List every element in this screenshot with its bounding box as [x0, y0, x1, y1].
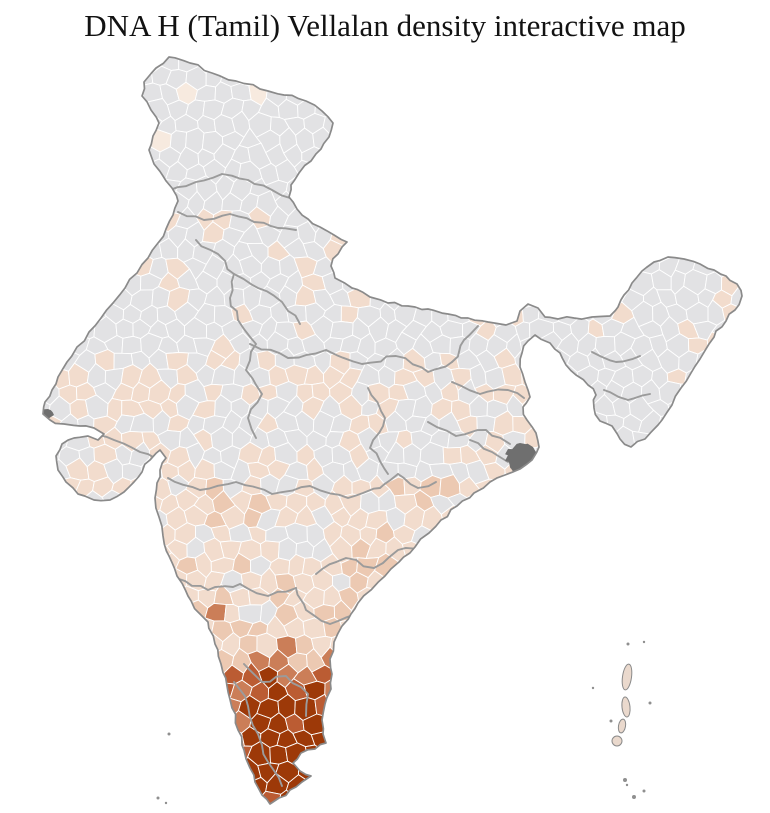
islet-dot	[648, 701, 652, 705]
district-cell[interactable]	[403, 285, 424, 307]
andaman-island[interactable]	[621, 696, 631, 718]
islet-dot	[164, 801, 168, 805]
district-cell[interactable]	[706, 331, 727, 357]
islet-dot	[642, 640, 646, 644]
district-cell[interactable]	[446, 299, 470, 325]
state-border	[427, 421, 511, 445]
islet-dot	[156, 796, 160, 800]
state-border	[169, 173, 291, 199]
state-border	[237, 319, 263, 439]
district-cell[interactable]	[442, 446, 462, 465]
state-border	[249, 343, 453, 373]
state-border	[167, 473, 399, 499]
districts-layer[interactable]	[32, 52, 750, 812]
islet-dot	[609, 719, 613, 723]
state-border	[315, 545, 425, 575]
district-cell[interactable]	[324, 677, 343, 705]
state-border	[175, 577, 297, 597]
islet-dot	[632, 795, 636, 799]
state-border	[591, 351, 641, 363]
district-cell[interactable]	[667, 239, 686, 259]
district-cell[interactable]	[621, 446, 645, 470]
district-cell[interactable]	[139, 241, 163, 260]
district-cell[interactable]	[121, 335, 142, 355]
district-cell[interactable]	[115, 318, 134, 339]
state-border	[367, 387, 389, 475]
state-border	[469, 439, 509, 463]
islet-dot	[167, 732, 171, 736]
district-cell[interactable]	[721, 303, 744, 328]
state-borders-layer	[55, 173, 651, 787]
andaman-island[interactable]	[617, 718, 627, 734]
kutch-tip-patch	[43, 409, 54, 421]
islet-dot	[642, 789, 646, 793]
andaman-island[interactable]	[621, 663, 634, 691]
islet-dot	[623, 778, 627, 782]
country-outline	[42, 56, 743, 805]
state-border	[333, 617, 399, 683]
andaman-island[interactable]	[611, 735, 623, 747]
state-border	[233, 273, 301, 325]
state-border	[397, 473, 437, 489]
district-cell[interactable]	[285, 304, 307, 324]
islet-dot	[626, 642, 630, 646]
state-border	[451, 325, 479, 363]
state-border	[243, 663, 309, 717]
district-cell[interactable]	[269, 744, 289, 765]
district-cell[interactable]	[656, 414, 681, 432]
district-cell[interactable]	[134, 127, 152, 152]
islet-dot	[591, 686, 595, 690]
district-cell[interactable]	[339, 618, 360, 641]
state-border	[233, 681, 283, 787]
district-cell[interactable]	[66, 493, 89, 517]
state-border	[603, 389, 651, 401]
state-border	[451, 381, 525, 399]
islet-dot	[625, 783, 629, 787]
page-title: DNA H (Tamil) Vellalan density interacti…	[84, 8, 686, 43]
state-border	[177, 211, 297, 231]
islands-layer[interactable]	[156, 640, 652, 805]
